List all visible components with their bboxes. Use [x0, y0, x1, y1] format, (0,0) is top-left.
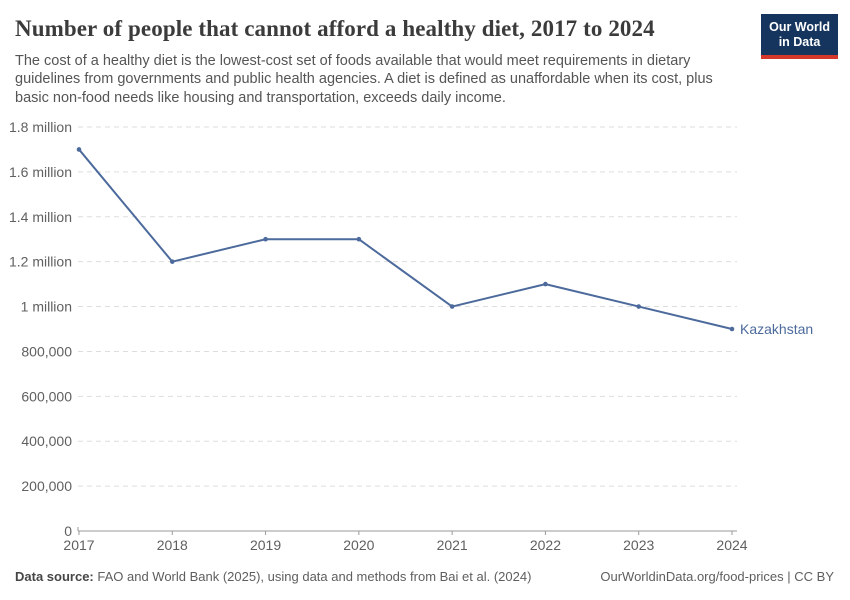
- footer: Data source: FAO and World Bank (2025), …: [15, 569, 834, 584]
- data-point: [449, 304, 455, 309]
- attribution: OurWorldinData.org/food-prices | CC BY: [600, 569, 834, 584]
- owid-logo-line1: Our World: [769, 20, 830, 34]
- y-axis-tick-label: 800,000: [21, 343, 72, 359]
- chart-title: Number of people that cannot afford a he…: [15, 16, 655, 41]
- data-point: [263, 236, 268, 242]
- x-axis-tick-label: 2021: [437, 537, 468, 553]
- data-source: Data source: FAO and World Bank (2025), …: [15, 569, 531, 584]
- data-point: [636, 304, 642, 309]
- y-axis-tick-label: 1.2 million: [9, 254, 72, 270]
- x-axis-tick-label: 2024: [716, 537, 747, 553]
- owid-logo: Our World in Data: [761, 14, 838, 59]
- data-point: [169, 259, 175, 264]
- owid-logo-line2: in Data: [778, 35, 821, 49]
- x-axis-tick-label: 2017: [63, 537, 94, 553]
- x-axis-tick-label: 2020: [343, 537, 374, 553]
- y-axis-tick-label: 400,000: [21, 433, 72, 449]
- data-source-label: Data source:: [15, 569, 94, 584]
- data-point: [543, 281, 548, 287]
- y-axis-tick-label: 200,000: [21, 478, 72, 494]
- y-axis-tick-label: 600,000: [21, 388, 72, 404]
- x-axis-tick-label: 2023: [623, 537, 654, 553]
- y-axis-tick-label: 1.4 million: [9, 209, 72, 225]
- data-point: [729, 326, 735, 332]
- data-point: [356, 236, 362, 242]
- x-axis-tick-label: 2019: [250, 537, 281, 553]
- chart-subtitle: The cost of a healthy diet is the lowest…: [15, 52, 713, 106]
- y-axis-tick-label: 1.8 million: [9, 119, 72, 135]
- series-line: [78, 148, 733, 330]
- y-axis-tick-label: 1.6 million: [9, 164, 72, 180]
- series-end-label: Kazakhstan: [740, 321, 813, 337]
- y-axis-tick-label: 1 million: [21, 299, 72, 315]
- data-point: [76, 147, 82, 152]
- data-source-text: FAO and World Bank (2025), using data an…: [93, 569, 532, 584]
- x-axis-tick-label: 2018: [157, 537, 188, 553]
- y-axis-tick-label: 0: [64, 523, 72, 539]
- x-axis-tick-label: 2022: [530, 537, 561, 553]
- header: Number of people that cannot afford a he…: [15, 14, 838, 107]
